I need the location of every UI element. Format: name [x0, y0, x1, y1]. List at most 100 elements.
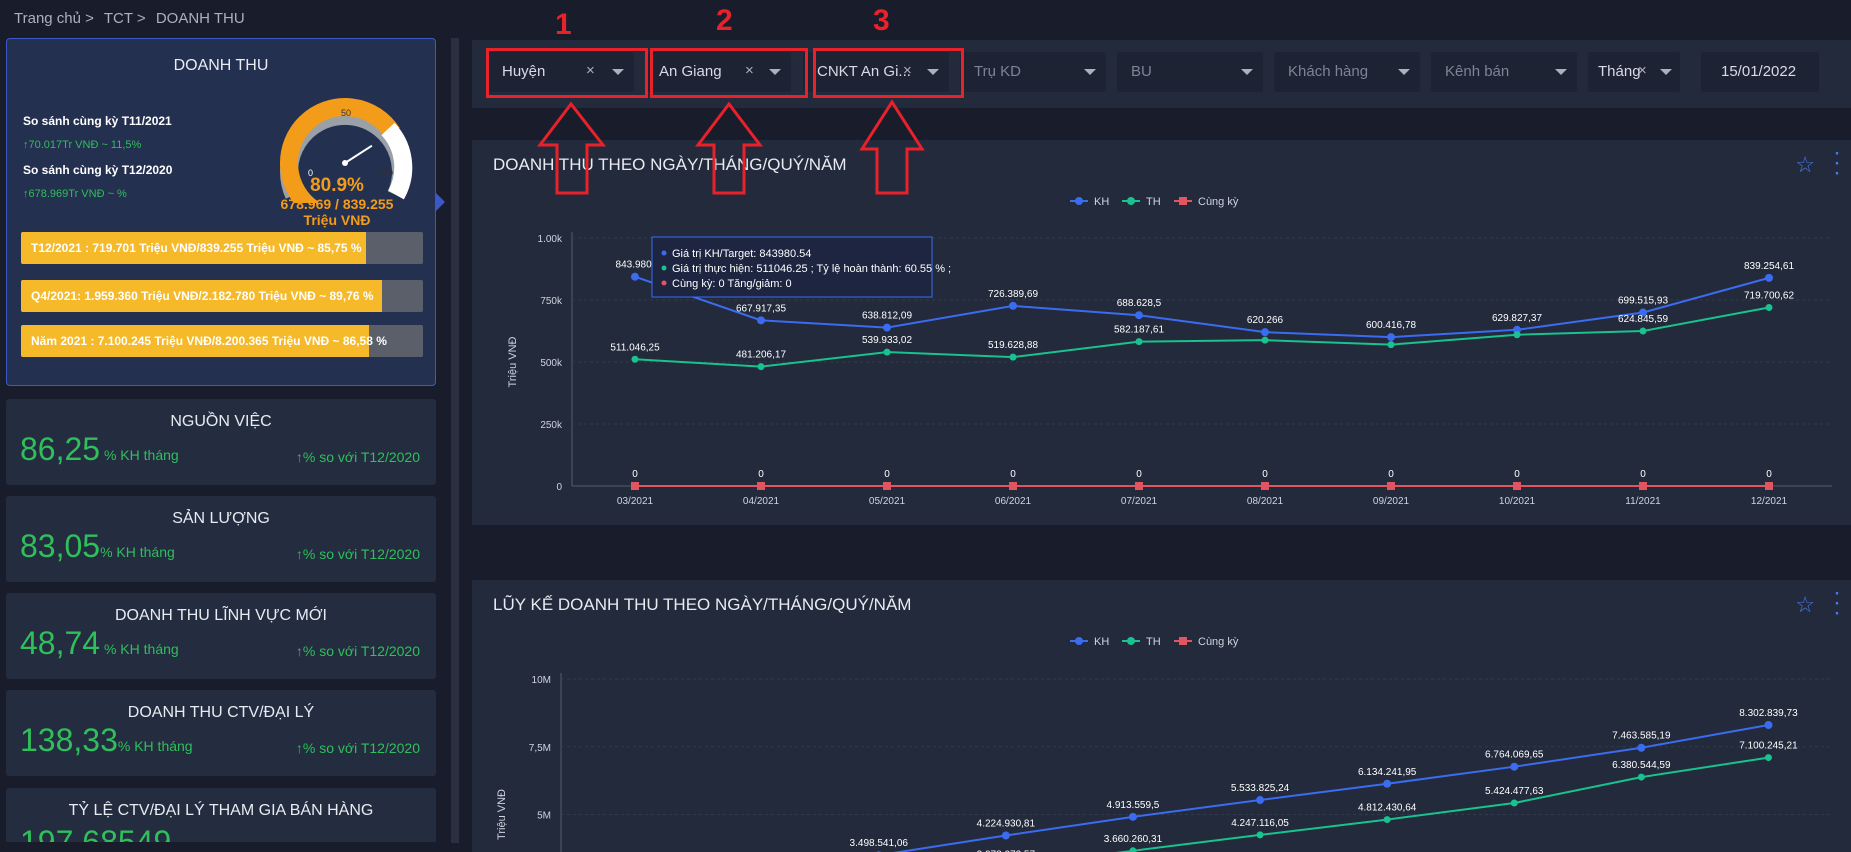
filter-huyen[interactable]: Huyện × — [488, 52, 634, 92]
y-tick-label: 0 — [556, 482, 562, 493]
legend-marker-0 — [1075, 197, 1083, 205]
kpi-title: SẢN LƯỢNG — [172, 510, 270, 527]
left-bottom-mask — [0, 842, 458, 852]
kpi-card-nguon-viec[interactable]: NGUỒN VIỆC 86,25 % KH tháng ↑% so với T1… — [6, 399, 436, 485]
gauge-value: 678.969 / 839.255 Triệu VNĐ — [257, 196, 417, 228]
tooltip-line: Giá trị KH/Target: 843980.54 — [672, 248, 811, 260]
data-point-kh — [757, 316, 765, 325]
data-point-kh — [1764, 720, 1773, 729]
data-label: 6.134.241,95 — [1358, 767, 1417, 778]
kpi-card-san-luong[interactable]: SẢN LƯỢNG 83,05% KH tháng ↑% so với T12/… — [6, 496, 436, 582]
data-point-th — [631, 355, 639, 363]
data-label: 688.628,5 — [1117, 298, 1162, 309]
clear-icon[interactable]: × — [586, 62, 595, 79]
clear-icon[interactable]: × — [903, 62, 912, 79]
gauge-hub — [342, 160, 348, 166]
revenue-summary-card: DOANH THU So sánh cùng kỳ T11/2021 ↑70.0… — [6, 38, 436, 386]
chart-panel-revenue: DOANH THU THEO NGÀY/THÁNG/QUÝ/NĂM ☆ · · · … — [472, 140, 1851, 525]
clear-icon[interactable]: × — [1638, 62, 1647, 79]
date-picker[interactable]: 15/01/2022 — [1701, 52, 1819, 92]
annotation-box-3 — [813, 48, 964, 98]
filter-bu[interactable]: BU — [1117, 52, 1263, 92]
chevron-down-icon[interactable] — [1398, 69, 1410, 75]
filter-kenh-ban[interactable]: Kênh bán — [1431, 52, 1577, 92]
chevron-down-icon[interactable] — [927, 69, 939, 75]
filter-period[interactable]: Tháng × — [1588, 52, 1680, 92]
series-line-TH — [634, 306, 1770, 368]
legend-marker-2 — [1179, 637, 1187, 645]
y-tick-label: 10M — [532, 675, 551, 686]
progress-text-month: T12/2021 : 719.701 Triệu VNĐ/839.255 Tri… — [31, 241, 362, 255]
filter-kenh-ban-placeholder: Kênh bán — [1445, 63, 1510, 80]
clear-icon[interactable]: × — [745, 62, 754, 79]
kpi-title: DOANH THU LĨNH VỰC MỚI — [115, 607, 327, 624]
chevron-down-icon[interactable] — [769, 69, 781, 75]
chevron-down-icon[interactable] — [1660, 69, 1672, 75]
kpi-card-linh-vuc-moi[interactable]: DOANH THU LĨNH VỰC MỚI 48,74 % KH tháng … — [6, 593, 436, 679]
data-label: 4.247.116,05 — [1231, 818, 1289, 829]
legend-marker-2 — [1179, 197, 1187, 205]
annotation-number-1: 1 — [555, 8, 572, 41]
data-label: 624.845,59 — [1618, 314, 1668, 325]
kpi-card-ctv-dai-ly[interactable]: DOANH THU CTV/ĐẠI LÝ 138,33% KH tháng ↑%… — [6, 690, 436, 776]
data-label: 0 — [1766, 469, 1772, 480]
data-label: 0 — [1010, 469, 1016, 480]
data-label: 0 — [884, 469, 890, 480]
legend-marker-1 — [1127, 197, 1135, 205]
filter-period-value: Tháng — [1598, 63, 1641, 80]
data-label: 6.380.544,59 — [1612, 760, 1671, 771]
gauge-tick-0: 0 — [308, 168, 313, 178]
chevron-down-icon[interactable] — [1555, 69, 1567, 75]
legend-label-2: Cùng kỳ — [1198, 196, 1239, 208]
filter-tinh-value: An Giang — [659, 63, 722, 80]
x-tick-label: 10/2021 — [1499, 496, 1536, 507]
data-point-cung-ky — [1261, 482, 1269, 490]
chevron-down-icon[interactable] — [612, 69, 624, 75]
kpi-compare-text: % so với T12/2020 — [302, 546, 420, 562]
left-scrollbar[interactable] — [451, 38, 459, 843]
filter-tru-kd-placeholder: Trụ KD — [974, 63, 1021, 80]
data-point-cung-ky — [631, 482, 639, 490]
more-menu-icon[interactable]: · · · — [1833, 579, 1841, 626]
data-label: 519.628,88 — [988, 340, 1038, 351]
breadcrumb-tct[interactable]: TCT > — [103, 10, 146, 27]
data-label: 6.764.069,65 — [1485, 750, 1544, 761]
gauge: 0 50 100 — [280, 98, 413, 203]
filter-tinh[interactable]: An Giang × — [645, 52, 791, 92]
data-point-th — [1129, 847, 1137, 852]
more-menu-icon[interactable]: · · · — [1833, 139, 1841, 186]
data-point-kh — [1513, 325, 1521, 334]
filter-tru-kd[interactable]: Trụ KD — [960, 52, 1106, 92]
progress-bar-month: T12/2021 : 719.701 Triệu VNĐ/839.255 Tri… — [21, 232, 423, 264]
star-icon[interactable]: ☆ — [1795, 152, 1815, 177]
chevron-down-icon[interactable] — [1084, 69, 1096, 75]
filter-khach-hang-placeholder: Khách hàng — [1288, 63, 1369, 80]
data-label: 0 — [1388, 469, 1394, 480]
y-axis-label: Triệu VNĐ — [507, 336, 519, 387]
filter-khach-hang[interactable]: Khách hàng — [1274, 52, 1420, 92]
tooltip-line: Giá trị thực hiện: 511046.25 ; Tỷ lệ hoà… — [672, 263, 951, 275]
filter-cnkt[interactable]: CNKT An Gi... × — [803, 52, 949, 92]
kpi-value: 48,74 % KH tháng — [20, 625, 179, 662]
data-point-cung-ky — [1135, 482, 1143, 490]
progress-fill-month — [21, 232, 366, 264]
chevron-down-icon[interactable] — [1241, 69, 1253, 75]
kpi-compare: ↑% so với T12/2020 — [295, 546, 420, 562]
legend-marker-0 — [1075, 637, 1083, 645]
compare-label-1: So sánh cùng kỳ T11/2021 — [23, 114, 172, 128]
data-point-cung-ky — [1513, 482, 1521, 490]
star-icon[interactable]: ☆ — [1795, 592, 1815, 617]
y-tick-label: 5M — [537, 811, 551, 822]
kpi-compare: ↑% so với T12/2020 — [295, 449, 420, 465]
progress-bar-quarter: Q4/2021: 1.959.360 Triệu VNĐ/2.182.780 T… — [21, 280, 423, 312]
x-tick-label: 03/2021 — [617, 496, 654, 507]
data-point-th — [883, 348, 891, 356]
annotation-box-1 — [486, 48, 648, 98]
x-tick-label: 04/2021 — [743, 496, 780, 507]
breadcrumb-home[interactable]: Trang chủ > — [14, 10, 94, 27]
data-label: 699.515,93 — [1618, 296, 1668, 307]
kpi-value: 138,33% KH tháng — [20, 722, 193, 759]
kpi-unit: % KH tháng — [100, 641, 179, 657]
annotation-number-3: 3 — [873, 4, 890, 37]
data-point-kh — [883, 323, 891, 332]
